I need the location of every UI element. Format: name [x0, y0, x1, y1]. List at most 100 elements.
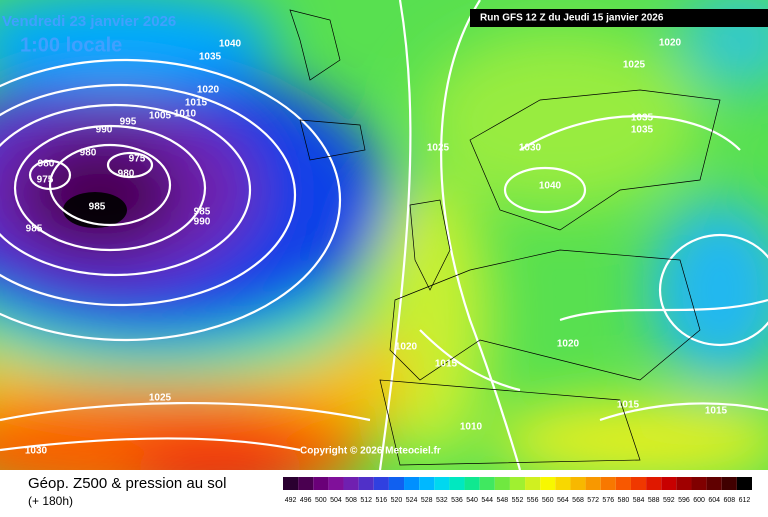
scale-label: 596 — [678, 497, 690, 504]
scale-swatch — [540, 477, 556, 490]
scale-swatch — [343, 477, 359, 490]
isobar-label: 1010 — [174, 109, 197, 120]
scale-swatch — [373, 477, 389, 490]
scale-swatch — [509, 477, 526, 490]
scale-label: 536 — [451, 497, 463, 504]
scale-label: 588 — [648, 497, 660, 504]
scale-swatch — [283, 477, 299, 490]
scale-swatch — [479, 477, 495, 490]
isobar-label: 1010 — [460, 422, 483, 433]
scale-swatch — [388, 477, 405, 490]
scale-label: 612 — [739, 497, 751, 504]
isobar-label: 1035 — [631, 113, 654, 124]
scale-swatch — [706, 477, 722, 490]
isobar-label: 1040 — [539, 181, 562, 192]
isobar-label: 1015 — [435, 359, 458, 370]
copyright: Copyright © 2026 Meteociel.fr — [300, 446, 441, 457]
scale-label: 576 — [602, 497, 614, 504]
scale-label: 544 — [481, 497, 493, 504]
scale-swatch — [328, 477, 344, 490]
coastlines — [289, 9, 721, 466]
scale-label: 560 — [542, 497, 554, 504]
isobar-label: 1005 — [149, 111, 172, 122]
isobar-label: 1035 — [631, 125, 654, 136]
scale-label: 608 — [723, 497, 735, 504]
scale-label: 492 — [285, 497, 297, 504]
isobar-label: 980 — [118, 169, 135, 180]
isobar-label: 1025 — [427, 143, 450, 154]
isobar-label: 990 — [194, 217, 211, 228]
scale-label: 592 — [663, 497, 675, 504]
isobar-label: 1020 — [557, 339, 580, 350]
isobar-label: 990 — [96, 125, 113, 136]
scale-label: 508 — [345, 497, 357, 504]
scale-swatch — [646, 477, 662, 490]
scale-label: 520 — [391, 497, 403, 504]
scale-label: 604 — [708, 497, 720, 504]
scale-swatch — [494, 477, 510, 490]
scale-swatch — [525, 477, 541, 490]
isobar-label: 1020 — [395, 342, 418, 353]
isobar-label: 985 — [26, 224, 43, 235]
scale-label: 500 — [315, 497, 327, 504]
isobars — [0, 0, 768, 470]
scale-label: 496 — [300, 497, 312, 504]
scale-swatch — [464, 477, 480, 490]
scale-swatch — [419, 477, 435, 490]
scale-swatch — [313, 477, 329, 490]
scale-swatch — [721, 477, 737, 490]
scale-label: 552 — [512, 497, 524, 504]
footer-lead: (+ 180h) — [28, 494, 73, 508]
scale-swatch — [630, 477, 647, 490]
scale-label: 524 — [406, 497, 418, 504]
scale-swatch — [736, 477, 752, 490]
isobar-label: 980 — [80, 148, 97, 159]
scale-label: 516 — [375, 497, 387, 504]
scale-label: 568 — [572, 497, 584, 504]
scale-label: 528 — [421, 497, 433, 504]
scale-label: 556 — [527, 497, 539, 504]
isobar-label: 1030 — [519, 143, 542, 154]
map-date: Vendredi 23 janvier 2026 — [2, 13, 176, 30]
run-info: Run GFS 12 Z du Jeudi 15 janvier 2026 — [480, 13, 664, 24]
scale-swatch — [676, 477, 692, 490]
isobar-label: 1015 — [185, 98, 208, 109]
scale-swatch — [555, 477, 571, 490]
isobar-label: 1030 — [25, 446, 48, 457]
isobar-label: 1025 — [149, 393, 172, 404]
isobar-label: 1015 — [617, 400, 640, 411]
scale-label: 548 — [497, 497, 509, 504]
isobar-label: 985 — [89, 202, 106, 213]
scale-swatch — [691, 477, 707, 490]
isobar-label: 1020 — [659, 38, 682, 49]
isobar-label: 995 — [120, 117, 137, 128]
isobar-label: 975 — [129, 154, 146, 165]
footer-title: Géop. Z500 & pression au sol — [28, 475, 226, 492]
isobar-label: 980 — [38, 159, 55, 170]
map-time: 1:00 locale — [20, 34, 122, 56]
scale-swatch — [449, 477, 465, 490]
scale-label: 564 — [557, 497, 569, 504]
scale-label: 600 — [693, 497, 705, 504]
scale-label: 504 — [330, 497, 342, 504]
isobar-label: 1040 — [219, 39, 242, 50]
scale-swatch — [615, 477, 631, 490]
scale-swatch — [434, 477, 450, 490]
scale-label: 532 — [436, 497, 448, 504]
isobar-label: 1035 — [199, 52, 222, 63]
scale-label: 584 — [633, 497, 645, 504]
scale-swatch — [661, 477, 677, 490]
scale-swatch — [600, 477, 616, 490]
scale-swatch — [585, 477, 601, 490]
scale-label: 512 — [360, 497, 372, 504]
scale-label: 580 — [618, 497, 630, 504]
scale-swatch — [358, 477, 374, 490]
scale-swatch — [298, 477, 314, 490]
scale-label: 540 — [466, 497, 478, 504]
scale-swatch — [404, 477, 420, 490]
isobar-label: 1020 — [197, 85, 220, 96]
isobar-label: 1015 — [705, 406, 728, 417]
scale-label: 572 — [587, 497, 599, 504]
